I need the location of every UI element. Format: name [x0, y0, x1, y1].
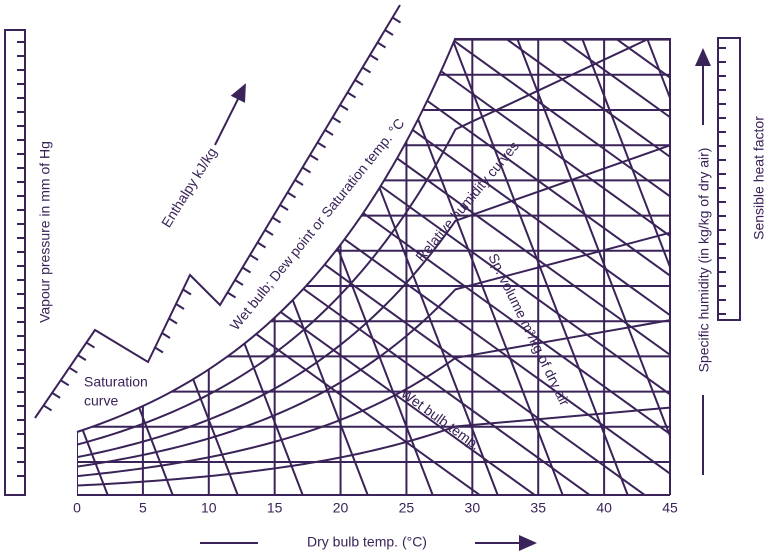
rh-curve	[77, 284, 670, 478]
tick	[241, 266, 252, 274]
tick	[391, 16, 402, 24]
vapour-pressure-scale	[4, 29, 26, 496]
tick	[309, 154, 319, 161]
wet-bulb-line	[204, 38, 670, 495]
wet-bulb-line	[755, 20, 768, 524]
tick	[256, 241, 267, 249]
tick	[51, 392, 61, 399]
tick	[324, 129, 334, 136]
wet-bulb-line	[369, 38, 670, 495]
saturation-curve	[76, 37, 457, 433]
tick	[376, 41, 387, 49]
tick	[175, 303, 185, 310]
wet-bulb-line	[479, 38, 670, 495]
tick	[154, 346, 164, 354]
enthalpy-arrow	[214, 83, 246, 146]
wet-bulb-line	[149, 38, 670, 495]
tick	[354, 79, 364, 86]
tick	[77, 354, 87, 361]
tick	[249, 254, 259, 261]
vapour-label: Vapour pressure in mm of Hg	[37, 141, 53, 323]
tick	[226, 291, 237, 299]
tick	[271, 216, 282, 224]
humidity-label: Specific humidity (in kg/kg of dry air)	[696, 148, 712, 373]
saturation-label: curve	[84, 393, 118, 409]
tick	[43, 404, 53, 412]
volume-line	[574, 38, 670, 495]
x-tick-label: 35	[530, 500, 546, 516]
tick	[346, 91, 357, 99]
tick	[331, 116, 342, 124]
volume-line	[509, 38, 670, 495]
tick	[68, 366, 78, 374]
x-tick-label: 0	[73, 500, 81, 516]
enthalpy-scale	[34, 4, 401, 419]
tick	[316, 141, 327, 149]
volume-line	[705, 20, 768, 540]
x-ticks: 0 5 10 15 20 25 30 35 40 45	[73, 500, 678, 516]
x-tick-label: 20	[333, 500, 349, 516]
x-tick-label: 5	[139, 500, 147, 516]
tick	[339, 104, 349, 111]
tick	[168, 317, 178, 325]
x-axis-label: Dry bulb temp. (°C)	[307, 534, 427, 550]
wet-bulb-line	[589, 38, 670, 495]
tick	[294, 179, 304, 186]
x-tick-label: 45	[662, 500, 678, 516]
volume-line	[444, 38, 646, 495]
chart-grid	[77, 20, 768, 540]
tick	[279, 204, 289, 211]
wet-bulb-label: Wet bulb temp.	[398, 385, 483, 453]
rh-curve	[77, 389, 670, 487]
enthalpy-label: Enthalpy kJ/kg	[158, 144, 220, 230]
wet-bulb-line	[94, 38, 670, 495]
sensible-heat-scale	[717, 37, 741, 321]
tick	[182, 288, 192, 296]
tick	[384, 29, 394, 36]
tick	[234, 279, 244, 286]
wet-bulb-line	[77, 38, 670, 495]
tick	[264, 229, 274, 236]
x-tick-label: 30	[465, 500, 481, 516]
tick	[361, 66, 372, 74]
tick	[369, 54, 379, 61]
tick	[301, 166, 312, 174]
wet-bulb-line	[314, 38, 670, 495]
x-tick-label: 15	[267, 500, 283, 516]
wet-bulb-line	[77, 38, 631, 495]
x-tick-label: 40	[596, 500, 612, 516]
tick	[161, 332, 171, 339]
tick	[286, 191, 297, 199]
scale-ticks	[17, 16, 726, 477]
volume-line	[77, 38, 126, 495]
x-tick-label: 25	[399, 500, 415, 516]
rh-curve	[77, 38, 670, 446]
tick	[60, 379, 70, 387]
wet-bulb-line	[534, 38, 670, 495]
rh-curve	[77, 179, 670, 468]
saturation-label: Saturation	[84, 374, 148, 390]
sensible-heat-label: Sensible heat factor	[751, 116, 767, 240]
tick	[85, 341, 95, 349]
rh-curve	[77, 74, 670, 459]
x-tick-label: 10	[201, 500, 217, 516]
wet-bulb-line	[77, 38, 670, 495]
